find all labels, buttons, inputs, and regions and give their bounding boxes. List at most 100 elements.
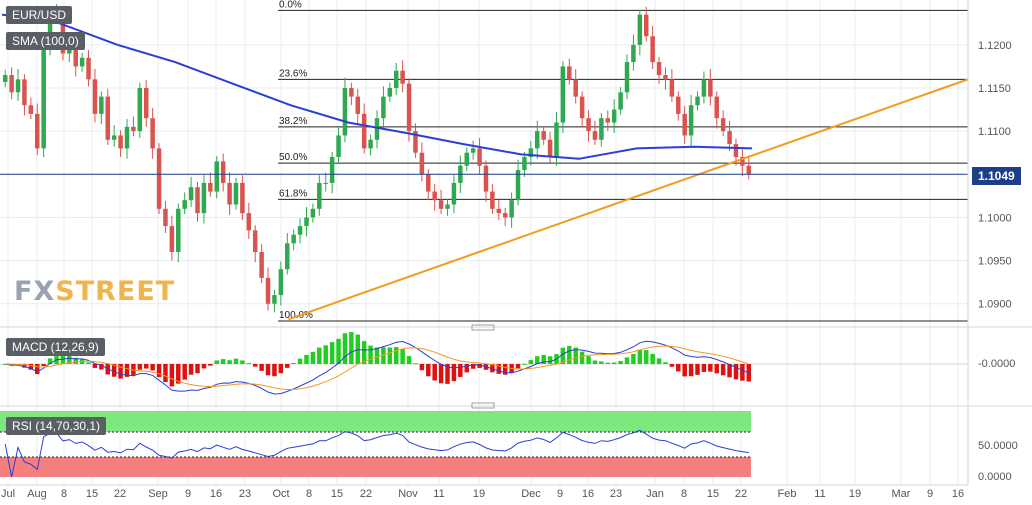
macd-bar: [522, 363, 527, 365]
macd-bar: [720, 364, 726, 376]
candle-body: [720, 118, 726, 132]
candle-body: [310, 208, 316, 218]
candle-body: [41, 44, 46, 149]
y-tick-label: 1.1100: [978, 126, 1011, 138]
symbol-label[interactable]: EUR/USD: [6, 6, 73, 24]
macd-bar: [246, 363, 252, 365]
macd-bar: [188, 364, 194, 375]
candle-body: [470, 148, 476, 153]
x-tick-label: Sep: [148, 488, 168, 500]
macd-bar: [586, 356, 591, 364]
macd-bar: [22, 364, 27, 368]
x-tick-label: 15: [331, 488, 343, 500]
panel-resize-handle-1[interactable]: [471, 324, 495, 331]
macd-bar: [124, 364, 130, 377]
macd-tick-label: -0.0000: [978, 358, 1015, 370]
candle-body: [676, 96, 681, 114]
candle-body: [515, 169, 521, 201]
x-tick-label: 16: [582, 488, 594, 500]
macd-bar: [41, 364, 46, 367]
candle-body: [182, 200, 187, 209]
candle-body: [2, 75, 8, 82]
candle-body: [451, 182, 457, 205]
macd-bar: [624, 357, 630, 364]
x-tick-label: 16: [952, 488, 964, 500]
candle-body: [329, 157, 335, 183]
candle-body: [438, 200, 444, 209]
macd-bar: [496, 364, 502, 374]
candle-body: [259, 251, 264, 278]
y-tick-label: 1.1200: [978, 40, 1012, 52]
candle-body: [252, 230, 258, 252]
candle-body: [490, 191, 495, 209]
x-tick-label: Dec: [521, 488, 541, 500]
x-tick-label: Nov: [398, 488, 418, 500]
macd-bar: [432, 364, 437, 381]
candle-body: [342, 87, 348, 136]
macd-bar: [143, 364, 149, 369]
panel-resize-handle-2[interactable]: [471, 402, 495, 409]
candle-body: [368, 139, 373, 149]
candle-body: [28, 105, 34, 114]
candle-body: [554, 122, 559, 158]
rsi-overbought-zone: [0, 411, 751, 432]
x-tick-label: 22: [114, 488, 126, 500]
macd-histogram: [2, 332, 752, 387]
candle-body: [285, 243, 290, 270]
candle-body: [374, 118, 380, 140]
macd-bar: [708, 364, 713, 372]
macd-bar: [214, 360, 219, 364]
x-tick-label: Jul: [1, 488, 15, 500]
macd-bar: [445, 364, 450, 384]
candle-body: [233, 182, 239, 205]
macd-bar: [54, 353, 59, 364]
macd-bar: [118, 364, 123, 379]
candle-body: [163, 208, 168, 227]
x-tick-label: 9: [185, 488, 191, 500]
macd-bar: [374, 347, 380, 364]
macd-bar: [111, 364, 117, 377]
fib-label: 100.0%: [279, 310, 313, 321]
candle-body: [432, 191, 437, 201]
macd-bar: [592, 360, 598, 364]
candle-body: [509, 200, 514, 218]
candle-body: [406, 83, 412, 132]
candle-body: [502, 213, 508, 218]
macd-bar: [740, 364, 745, 381]
macd-bar: [438, 364, 444, 384]
macd-bar: [233, 358, 239, 364]
candle-body: [131, 126, 136, 132]
macd-bar: [695, 364, 700, 375]
candle-body: [99, 96, 104, 114]
macd-bar: [252, 364, 258, 367]
candle-body: [624, 62, 630, 93]
macd-bar: [92, 364, 98, 368]
candle-body: [201, 182, 207, 214]
x-tick-label: 23: [239, 488, 251, 500]
macd-bar: [201, 364, 207, 369]
macd-bar: [176, 364, 181, 384]
macd-bar: [361, 341, 367, 364]
macd-bar: [150, 364, 155, 371]
sma-indicator-label[interactable]: SMA (100,0): [6, 32, 85, 50]
fib-label: 0.0%: [279, 0, 302, 10]
candle-body: [541, 131, 546, 140]
macd-bar: [349, 332, 354, 364]
rsi-indicator-label[interactable]: RSI (14,70,30,1): [6, 417, 107, 435]
rsi-tick-50: 50.0000: [978, 440, 1018, 452]
fib-label: 38.2%: [279, 116, 307, 127]
macd-bar: [156, 364, 162, 378]
fxstreet-logo: FXSTREET: [14, 276, 175, 307]
candle-body: [701, 79, 707, 97]
rsi-line: [4, 429, 749, 478]
x-tick-label: 16: [210, 488, 222, 500]
candlestick-series: [2, 4, 752, 313]
macd-bar: [599, 361, 604, 364]
macd-bar: [278, 364, 284, 374]
macd-indicator-label[interactable]: MACD (12,26,9): [6, 338, 105, 356]
macd-bar: [259, 364, 264, 371]
candle-body: [682, 113, 687, 136]
candle-body: [137, 87, 143, 132]
macd-bar: [535, 356, 540, 364]
candle-body: [240, 182, 245, 214]
